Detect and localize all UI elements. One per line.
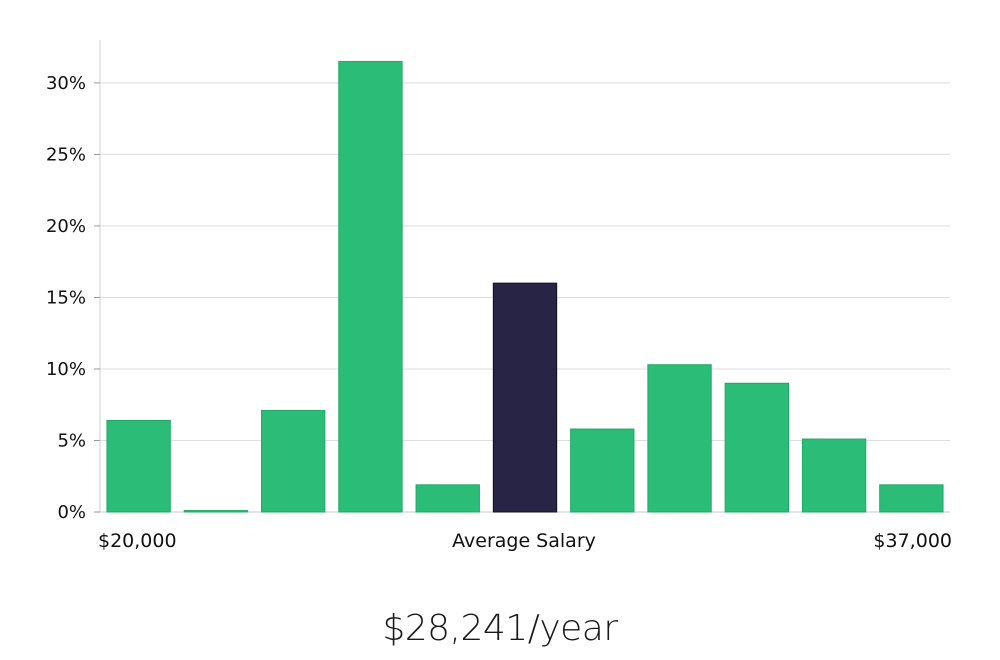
bar xyxy=(879,484,944,513)
x-axis-title: Average Salary xyxy=(452,530,596,552)
y-tick-label: 0% xyxy=(57,502,86,523)
bar xyxy=(338,60,403,513)
y-axis: 0% 5% 10% 15% 20% 25% 30% xyxy=(46,40,101,523)
average-salary-value: $28,241/year xyxy=(382,608,618,649)
bars xyxy=(106,60,944,513)
y-tick-label: 15% xyxy=(46,287,86,308)
bar xyxy=(183,510,249,513)
bar-highlighted xyxy=(492,282,558,513)
x-max-label: $37,000 xyxy=(873,530,952,552)
y-tick-label: 25% xyxy=(46,144,86,165)
bar xyxy=(570,428,635,513)
bar xyxy=(724,382,790,513)
y-tick-label: 20% xyxy=(46,216,86,237)
x-min-label: $20,000 xyxy=(98,530,177,552)
y-tick-label: 10% xyxy=(46,359,86,380)
bar xyxy=(261,409,326,513)
salary-histogram: 0% 5% 10% 15% 20% 25% 30% $20,000 Average Sala… xyxy=(46,40,952,552)
bar xyxy=(106,419,171,513)
bar xyxy=(801,438,867,513)
bar xyxy=(647,364,712,513)
bar xyxy=(415,484,480,513)
y-tick-label: 30% xyxy=(46,73,86,94)
y-tick-label: 5% xyxy=(57,430,86,451)
